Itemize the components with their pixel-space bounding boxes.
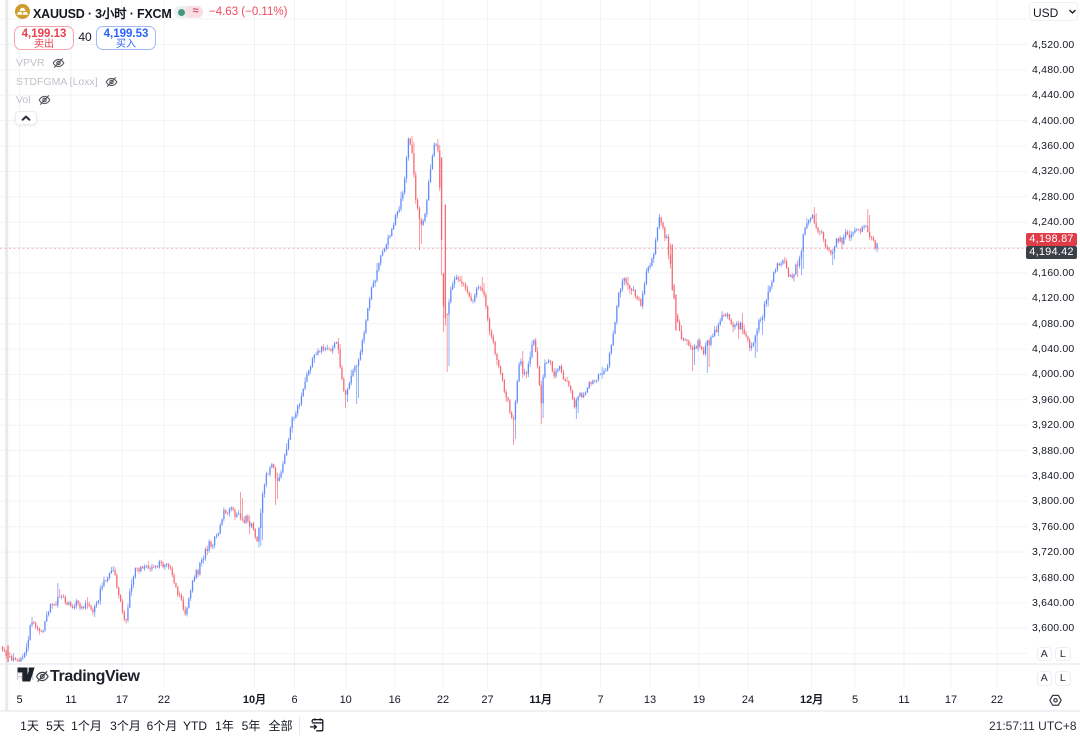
svg-text:TradingView: TradingView: [50, 668, 141, 685]
